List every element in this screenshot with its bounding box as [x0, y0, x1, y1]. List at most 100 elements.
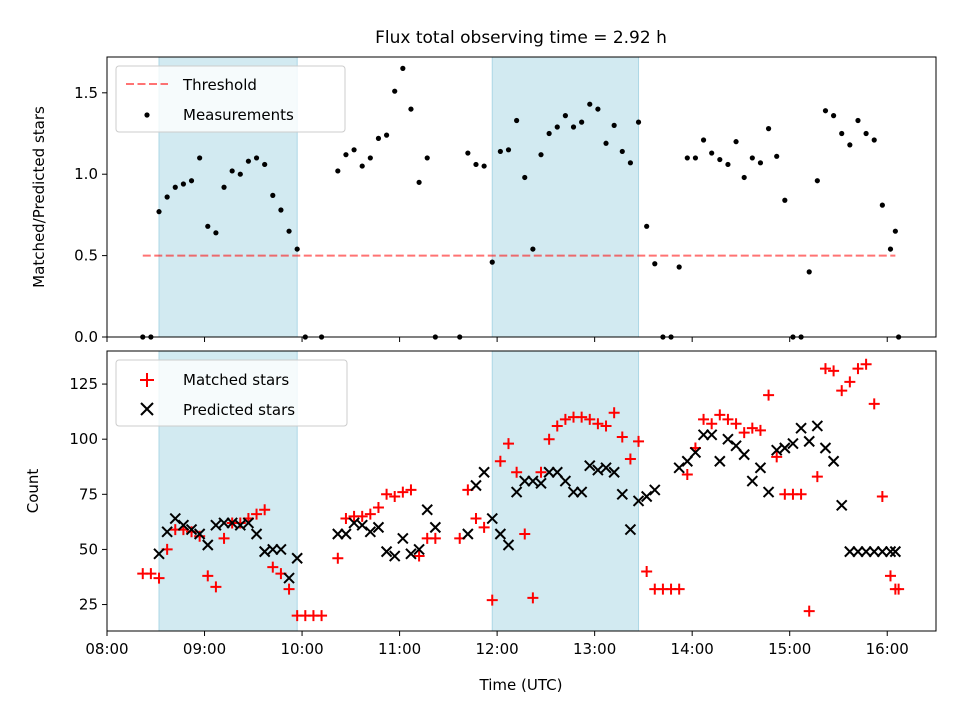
predicted-point — [616, 488, 628, 501]
predicted-point — [632, 495, 645, 507]
measurement-point — [546, 130, 552, 137]
matched-point — [698, 413, 710, 425]
bottom-plot-frame — [106, 350, 937, 632]
measurement-point — [595, 106, 601, 112]
matched-point — [763, 389, 775, 401]
measurement-point — [892, 228, 898, 234]
predicted-point — [413, 543, 425, 556]
predicted-point — [754, 462, 767, 474]
matched-point — [519, 528, 531, 540]
matched-point — [511, 466, 523, 478]
measurement-point — [733, 139, 739, 145]
measurement-point — [481, 163, 487, 169]
measurement-point — [253, 155, 260, 161]
predicted-point — [267, 543, 279, 556]
predicted-point — [535, 477, 547, 489]
measurement-point — [692, 155, 699, 161]
matched-point — [332, 552, 344, 564]
predicted-point — [811, 420, 824, 432]
predicted-point — [242, 517, 255, 529]
matched-point — [828, 365, 840, 377]
predicted-point — [258, 545, 271, 558]
measurement-point — [879, 202, 885, 208]
matched-point — [836, 385, 848, 397]
predicted-point — [389, 550, 401, 562]
measurement-point — [465, 150, 471, 156]
x-tick-label: 12:00 — [476, 640, 519, 658]
matched-point — [624, 453, 636, 465]
measurement-point — [627, 160, 634, 166]
matched-point — [633, 435, 645, 447]
predicted-point — [746, 475, 759, 487]
predicted-point — [868, 545, 880, 558]
predicted-point — [876, 545, 889, 558]
measurement-point — [676, 264, 682, 270]
predicted-point — [380, 545, 393, 558]
measurement-point — [554, 124, 560, 130]
measurement-point — [156, 209, 162, 215]
measurement-point — [887, 246, 894, 252]
matched-point — [202, 570, 214, 582]
matched-point — [616, 431, 628, 443]
measurement-point — [814, 178, 820, 184]
measurement-point — [530, 246, 536, 252]
predicted-point — [193, 528, 206, 540]
measurement-point — [587, 101, 593, 107]
measurement-point — [717, 156, 723, 163]
measurement-point — [562, 113, 568, 119]
predicted-point — [681, 455, 694, 467]
legend-predicted-label: Predicted stars — [183, 401, 295, 419]
measurement-point — [782, 197, 788, 203]
measurement-point — [408, 106, 414, 112]
matched-point — [746, 422, 758, 434]
measurement-point — [351, 147, 357, 153]
matched-point — [876, 491, 888, 503]
top-y-axis-label: Matched/Predicted stars — [30, 106, 48, 288]
matched-point — [681, 468, 693, 480]
measurement-point — [286, 228, 292, 234]
measurement-point — [839, 130, 845, 137]
measurement-point — [514, 117, 520, 124]
predicted-point — [827, 455, 840, 467]
y-tick-label: 25 — [79, 596, 98, 614]
x-tick-label: 10:00 — [280, 640, 323, 658]
measurement-point — [205, 223, 211, 229]
predicted-point — [575, 486, 588, 498]
matched-point — [194, 530, 206, 542]
predicted-point — [673, 462, 685, 474]
measurement-point — [644, 223, 650, 229]
matched-point — [251, 508, 263, 520]
top-x-ticks — [106, 337, 888, 342]
measurement-point — [725, 161, 731, 168]
predicted-point — [592, 464, 604, 476]
bottom-panel: 25 50 75 100 125 08:00 09:00 10:00 11:00 12:00 13… — [24, 350, 937, 694]
predicted-point — [819, 442, 832, 454]
matched-point — [551, 420, 563, 432]
predicted-point — [519, 475, 531, 487]
matched-point — [397, 486, 409, 498]
predicted-point — [738, 448, 750, 461]
x-tick-label: 13:00 — [573, 640, 616, 658]
predicted-point — [762, 486, 775, 498]
matched-point — [714, 409, 726, 421]
bottom-x-ticks: 08:00 09:00 10:00 11:00 12:00 13:00 14:00 15:00… — [85, 631, 909, 658]
matched-point — [811, 471, 823, 483]
measurement-point — [294, 246, 300, 252]
chart-title: Flux total observing time = 2.92 h — [375, 28, 667, 48]
predicted-point — [779, 442, 791, 454]
matched-point — [186, 526, 198, 538]
predicted-point — [584, 459, 596, 472]
matched-point — [502, 438, 514, 450]
measurement-point — [278, 207, 284, 213]
measurement-point — [197, 155, 203, 161]
matched-point — [819, 363, 831, 375]
matched-point — [470, 513, 482, 525]
matched-point — [429, 532, 441, 544]
matched-point — [771, 451, 783, 463]
predicted-point — [889, 545, 902, 558]
measurement-point — [245, 158, 252, 164]
predicted-point — [551, 466, 563, 478]
matched-point — [738, 427, 750, 439]
predicted-point — [169, 512, 181, 525]
x-axis-label: Time (UTC) — [479, 676, 563, 694]
